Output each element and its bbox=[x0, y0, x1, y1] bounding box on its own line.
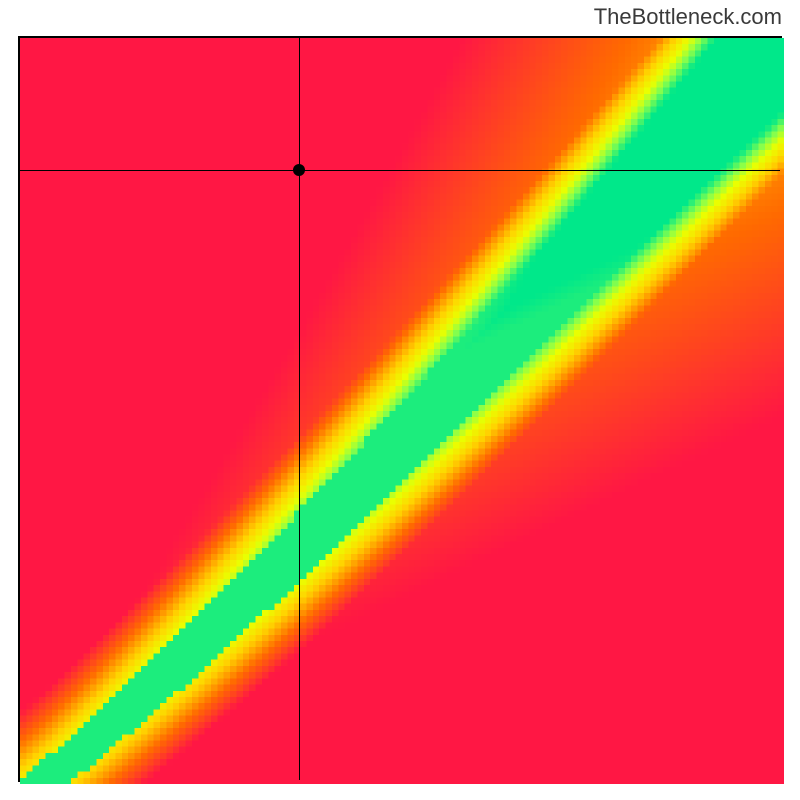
heatmap-canvas bbox=[20, 38, 784, 784]
marker-dot bbox=[293, 164, 305, 176]
plot-area bbox=[18, 36, 782, 782]
attribution-text: TheBottleneck.com bbox=[594, 4, 782, 30]
crosshair-vertical bbox=[299, 38, 300, 780]
crosshair-horizontal bbox=[20, 170, 780, 171]
